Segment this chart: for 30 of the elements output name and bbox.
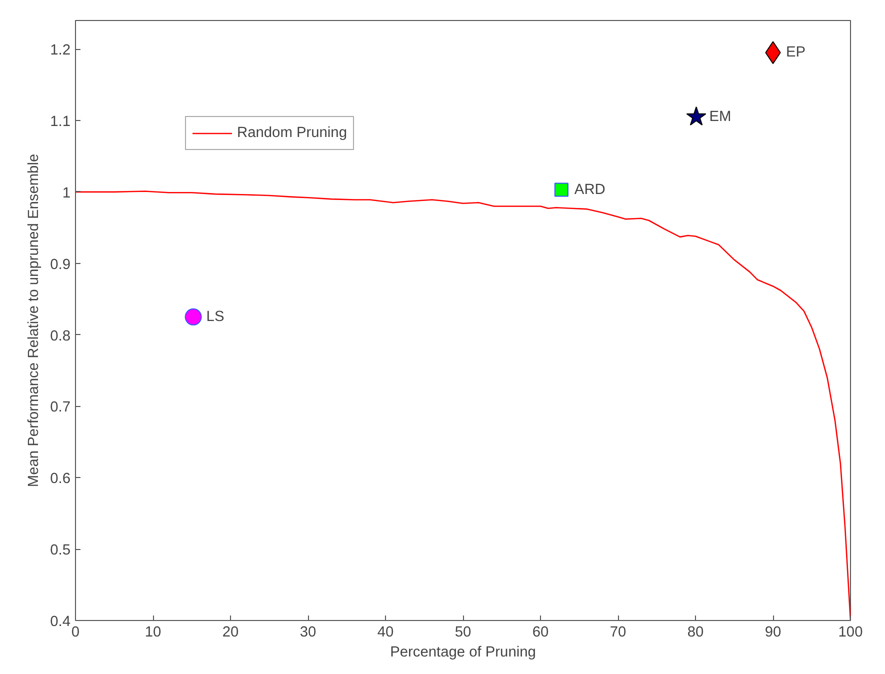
x-tick-label: 100 (838, 624, 863, 640)
y-tick-label: 0.7 (50, 400, 70, 416)
point (686, 106, 706, 126)
x-tick-label: 80 (687, 624, 704, 640)
x-tick-label: 10 (144, 624, 162, 640)
x-tick-label: 0 (71, 624, 80, 640)
y-tick-label: 1.1 (50, 114, 70, 130)
y-tick-label: 0.9 (50, 256, 70, 273)
y-tick-label: 1.2 (50, 42, 70, 59)
series-label: LS (206, 308, 224, 325)
y-tick-label: 1 (62, 185, 71, 202)
y-tick-label: 0.8 (50, 328, 70, 344)
x-tick-label: 50 (454, 624, 472, 640)
x-tick-label: 30 (300, 624, 316, 640)
point (554, 182, 568, 197)
point (184, 308, 202, 326)
x-tick-label: 60 (532, 624, 549, 640)
series-label: EP (786, 44, 806, 61)
x-tick-label: 70 (610, 624, 626, 640)
legend-label: Random Pruning (237, 125, 347, 141)
x-tick-label: 40 (377, 624, 394, 640)
x-axis-title: Percentage of Pruning (390, 644, 536, 660)
x-tick-label: 20 (222, 624, 239, 640)
x-tick-label: 90 (764, 624, 782, 640)
y-tick-label: 0.4 (50, 614, 70, 630)
y-tick-label: 0.5 (50, 542, 70, 559)
y-axis-title: Mean Performance Relative to unpruned Ensemble (26, 154, 42, 488)
series-label: ARD (574, 182, 606, 198)
y-tick-label: 0.6 (50, 471, 70, 488)
series-label: EM (709, 108, 732, 125)
